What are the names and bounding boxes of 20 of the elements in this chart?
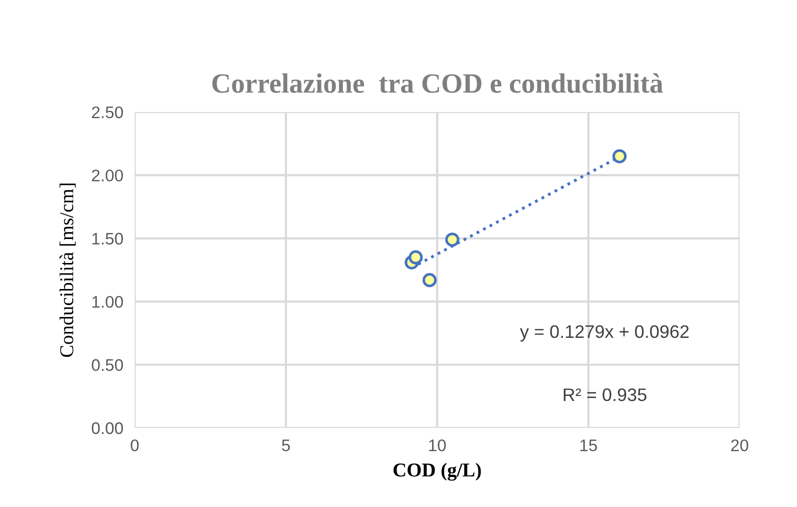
point: [612, 149, 627, 164]
y-tick-label: 0.50: [92, 359, 123, 371]
point: [408, 250, 423, 264]
chart-title: Correlazione tra COD e conducibilità: [212, 73, 663, 93]
y-tick-label: 2.00: [92, 170, 123, 182]
x-tick-label: 0: [130, 439, 139, 452]
y-tick-label: 2.50: [92, 106, 123, 118]
annotation: y = 0.1279x + 0.0962: [520, 325, 689, 342]
point: [445, 232, 460, 247]
x-tick-label: 15: [580, 440, 597, 452]
annotation: R² = 0.935: [564, 388, 646, 402]
x-tick-label: 10: [429, 439, 446, 452]
y-axis-title: Conducibilità [ms/cm]: [60, 184, 76, 357]
x-axis-title: COD (g/L): [394, 462, 481, 481]
x-tick-label: 20: [731, 439, 748, 452]
y-tick-label: 0.00: [92, 422, 123, 434]
y-tick-label: 1.00: [92, 296, 123, 308]
point: [422, 273, 437, 288]
x-tick-label: 5: [282, 440, 290, 452]
y-tick-label: 1.50: [92, 232, 123, 245]
